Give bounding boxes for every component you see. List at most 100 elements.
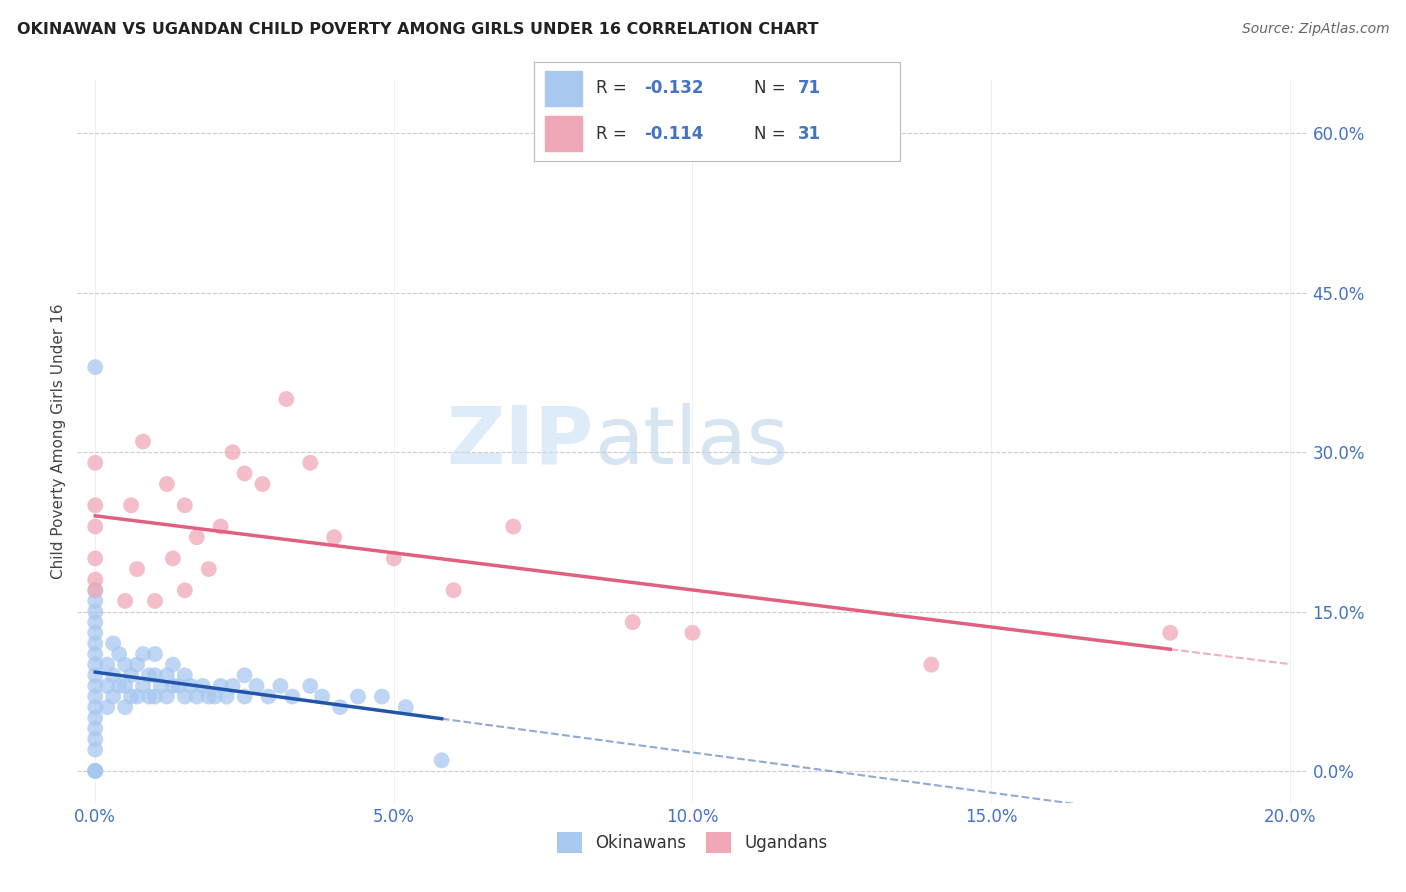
Point: [276, 392, 298, 406]
Point: [215, 690, 238, 704]
Point: [682, 625, 704, 640]
Point: [233, 467, 256, 481]
Point: [167, 679, 190, 693]
Point: [209, 679, 232, 693]
Point: [84, 594, 107, 608]
Text: atlas: atlas: [595, 402, 789, 481]
Point: [204, 690, 226, 704]
Point: [84, 722, 107, 736]
Point: [84, 647, 107, 661]
Point: [84, 690, 107, 704]
Point: [173, 668, 195, 682]
Point: [120, 668, 142, 682]
Point: [84, 605, 107, 619]
Point: [132, 679, 155, 693]
Point: [323, 530, 346, 544]
Text: -0.132: -0.132: [644, 79, 703, 97]
Point: [269, 679, 291, 693]
Text: R =: R =: [596, 125, 633, 143]
Point: [132, 647, 155, 661]
Point: [443, 583, 465, 598]
Point: [1159, 625, 1181, 640]
Point: [120, 498, 142, 512]
Point: [173, 498, 195, 512]
Text: Source: ZipAtlas.com: Source: ZipAtlas.com: [1241, 22, 1389, 37]
Text: N =: N =: [754, 79, 790, 97]
Text: R =: R =: [596, 79, 633, 97]
Point: [101, 636, 124, 650]
Point: [101, 668, 124, 682]
Y-axis label: Child Poverty Among Girls Under 16: Child Poverty Among Girls Under 16: [51, 304, 66, 579]
Point: [84, 657, 107, 672]
Point: [132, 434, 155, 449]
Point: [84, 615, 107, 630]
Point: [149, 679, 172, 693]
Point: [143, 594, 166, 608]
Point: [84, 360, 107, 375]
Point: [162, 679, 184, 693]
Point: [221, 445, 243, 459]
Point: [108, 647, 131, 661]
Point: [84, 625, 107, 640]
Text: OKINAWAN VS UGANDAN CHILD POVERTY AMONG GIRLS UNDER 16 CORRELATION CHART: OKINAWAN VS UGANDAN CHILD POVERTY AMONG …: [17, 22, 818, 37]
Point: [125, 657, 148, 672]
Point: [84, 764, 107, 778]
Point: [84, 700, 107, 714]
Point: [191, 679, 214, 693]
Point: [382, 551, 405, 566]
Point: [257, 690, 280, 704]
Point: [162, 551, 184, 566]
Point: [138, 668, 160, 682]
Point: [245, 679, 267, 693]
Point: [621, 615, 644, 630]
Legend: Okinawans, Ugandans: Okinawans, Ugandans: [550, 826, 835, 860]
Point: [84, 573, 107, 587]
Point: [162, 657, 184, 672]
Point: [233, 668, 256, 682]
Point: [84, 583, 107, 598]
Point: [173, 690, 195, 704]
Point: [125, 690, 148, 704]
Point: [96, 700, 118, 714]
Point: [84, 456, 107, 470]
Point: [84, 764, 107, 778]
Bar: [546, 71, 582, 105]
Point: [186, 530, 208, 544]
Point: [120, 690, 142, 704]
Point: [114, 657, 136, 672]
Point: [197, 562, 219, 576]
Point: [84, 764, 107, 778]
Point: [920, 657, 942, 672]
Point: [84, 742, 107, 756]
Point: [502, 519, 524, 533]
Point: [371, 690, 394, 704]
Point: [84, 636, 107, 650]
Point: [138, 690, 160, 704]
Point: [180, 679, 202, 693]
Point: [84, 519, 107, 533]
Point: [114, 594, 136, 608]
Point: [84, 679, 107, 693]
Point: [125, 562, 148, 576]
Point: [114, 679, 136, 693]
Point: [395, 700, 418, 714]
Point: [186, 690, 208, 704]
Point: [173, 583, 195, 598]
Text: -0.114: -0.114: [644, 125, 703, 143]
Point: [156, 668, 179, 682]
Point: [84, 551, 107, 566]
Point: [209, 519, 232, 533]
Point: [221, 679, 243, 693]
Point: [281, 690, 304, 704]
Point: [101, 690, 124, 704]
Text: N =: N =: [754, 125, 790, 143]
Point: [197, 690, 219, 704]
Point: [84, 732, 107, 747]
Point: [347, 690, 370, 704]
Point: [252, 477, 274, 491]
Text: ZIP: ZIP: [447, 402, 595, 481]
Point: [84, 583, 107, 598]
Point: [96, 657, 118, 672]
Point: [96, 679, 118, 693]
Point: [299, 456, 322, 470]
